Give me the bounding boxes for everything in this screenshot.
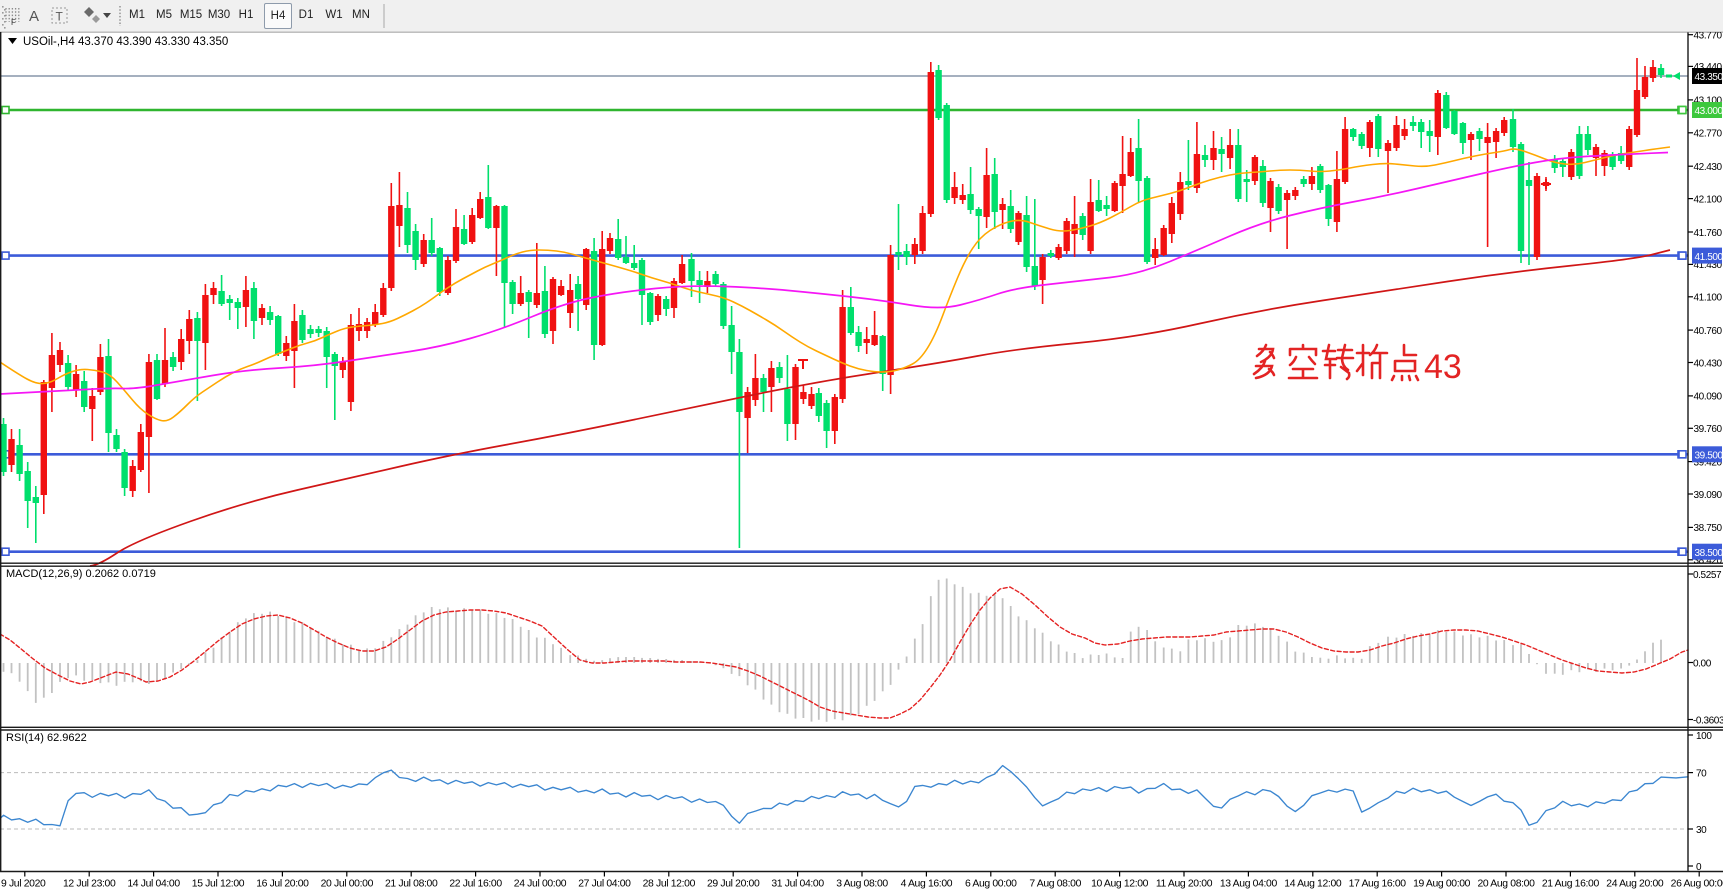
svg-text:21 Jul 08:00: 21 Jul 08:00 [385,879,438,890]
svg-text:43: 43 [1424,348,1462,386]
svg-text:9 Jul 2020: 9 Jul 2020 [1,879,46,890]
svg-text:17 Aug 16:00: 17 Aug 16:00 [1349,879,1407,890]
svg-text:28 Jul 12:00: 28 Jul 12:00 [643,879,696,890]
svg-text:T: T [56,10,64,24]
svg-text:14 Jul 04:00: 14 Jul 04:00 [127,879,180,890]
svg-text:41.760: 41.760 [1694,228,1723,239]
svg-text:6 Aug 00:00: 6 Aug 00:00 [965,879,1017,890]
svg-text:14 Aug 12:00: 14 Aug 12:00 [1284,879,1342,890]
svg-text:38.420: 38.420 [1694,556,1723,567]
svg-text:F: F [11,18,16,27]
svg-text:38.500: 38.500 [1695,548,1723,559]
svg-text:13 Aug 04:00: 13 Aug 04:00 [1220,879,1278,890]
svg-text:20 Aug 08:00: 20 Aug 08:00 [1477,879,1535,890]
svg-text:26 Aug 00:00: 26 Aug 00:00 [1671,879,1723,890]
svg-text:100: 100 [1696,731,1712,742]
svg-text:30: 30 [1696,825,1707,836]
svg-text:24 Aug 20:00: 24 Aug 20:00 [1606,879,1664,890]
svg-text:16 Jul 20:00: 16 Jul 20:00 [256,879,309,890]
svg-text:41.100: 41.100 [1694,293,1723,304]
svg-text:41.430: 41.430 [1694,260,1723,271]
svg-text:RSI(14) 62.9622: RSI(14) 62.9622 [6,732,87,744]
svg-text:12 Jul 23:00: 12 Jul 23:00 [63,879,116,890]
svg-text:43.440: 43.440 [1694,62,1723,73]
svg-text:0.5257: 0.5257 [1693,570,1722,581]
svg-text:-0.3603: -0.3603 [1693,716,1723,727]
svg-text:4 Aug 16:00: 4 Aug 16:00 [901,879,953,890]
svg-text:40.760: 40.760 [1694,326,1723,337]
svg-text:27 Jul 04:00: 27 Jul 04:00 [578,879,631,890]
svg-text:40.090: 40.090 [1694,392,1723,403]
svg-text:7 Aug 08:00: 7 Aug 08:00 [1029,879,1081,890]
svg-text:42.430: 42.430 [1694,162,1723,173]
svg-text:19 Aug 00:00: 19 Aug 00:00 [1413,879,1471,890]
svg-text:70: 70 [1696,769,1707,780]
svg-text:39.760: 39.760 [1694,424,1723,435]
svg-text:43.100: 43.100 [1694,96,1723,107]
svg-text:MACD(12,26,9) 0.2062 0.0719: MACD(12,26,9) 0.2062 0.0719 [6,568,156,580]
svg-text:39.420: 39.420 [1694,457,1723,468]
svg-text:11 Aug 20:00: 11 Aug 20:00 [1156,879,1213,890]
svg-text:0.00: 0.00 [1693,659,1712,670]
svg-text:39.090: 39.090 [1694,490,1723,501]
svg-text:31 Jul 04:00: 31 Jul 04:00 [771,879,824,890]
svg-text:USOil-,H4 43.370 43.390 43.33: USOil-,H4 43.370 43.390 43.330 43.350 [23,36,228,48]
svg-text:42.770: 42.770 [1694,129,1723,140]
svg-text:3 Aug 08:00: 3 Aug 08:00 [836,879,888,890]
svg-text:20 Jul 00:00: 20 Jul 00:00 [321,879,374,890]
svg-text:38.750: 38.750 [1694,523,1723,534]
svg-text:29 Jul 20:00: 29 Jul 20:00 [707,879,760,890]
svg-text:21 Aug 16:00: 21 Aug 16:00 [1542,879,1600,890]
svg-text:A: A [29,8,39,25]
svg-text:41.500: 41.500 [1695,252,1723,263]
svg-text:24 Jul 00:00: 24 Jul 00:00 [514,879,567,890]
svg-text:43.000: 43.000 [1695,106,1723,117]
svg-text:42.100: 42.100 [1694,194,1723,205]
svg-text:10 Aug 12:00: 10 Aug 12:00 [1091,879,1149,890]
svg-text:15 Jul 12:00: 15 Jul 12:00 [192,879,245,890]
svg-text:0: 0 [1696,862,1702,873]
svg-text:40.430: 40.430 [1694,358,1723,369]
svg-text:22 Jul 16:00: 22 Jul 16:00 [449,879,502,890]
svg-text:43.350: 43.350 [1695,72,1723,83]
svg-text:43.770: 43.770 [1694,31,1723,42]
svg-text:39.500: 39.500 [1695,451,1723,462]
